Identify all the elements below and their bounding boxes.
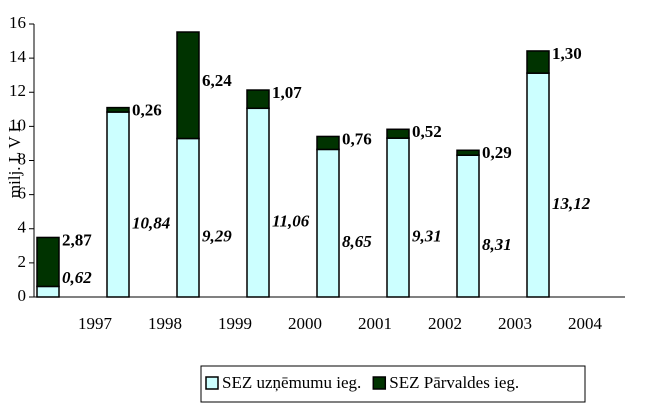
data-label vl: 6,24 [202,71,232,90]
bar-segment [176,137,200,298]
data-label vl: 0,26 [132,101,162,120]
bar-segment [106,106,130,113]
x-tick-label: 2002 [428,314,462,333]
y-tick-label: 10 [9,115,26,134]
bar-segment [456,154,480,298]
bar-segment [36,285,60,298]
data-label vl v1: 9,29 [202,227,232,246]
y-tick-label: 0 [18,286,27,305]
bar-segment [316,148,340,298]
data-label vl: 1,30 [552,44,582,63]
bar-segment [526,50,550,74]
y-tick-label: 6 [18,184,27,203]
legend-label: SEZ uzņēmumu ieg. [222,373,361,392]
y-axis-label: milj. L V L [5,122,24,198]
bar-segment [526,72,550,298]
data-label vl v1: 10,84 [132,213,170,232]
bar-segment [176,31,200,140]
bar-segment [36,236,60,288]
x-tick-label: 2001 [358,314,392,333]
data-label vl v1: 0,62 [62,268,92,287]
y-tick-label: 12 [9,81,26,100]
bar-segment [316,135,340,151]
y-tick-label: 8 [18,149,27,168]
bar-segment [386,137,410,298]
x-tick-label: 2004 [568,314,603,333]
bar-segment [106,111,130,298]
data-label vl v1: 8,31 [482,235,512,254]
data-label vl: 0,76 [342,129,372,148]
x-tick-label: 1997 [78,314,113,333]
data-label vl: 0,29 [482,143,512,162]
data-label vl v1: 8,65 [342,232,372,251]
data-label vl: 2,87 [62,230,92,249]
bar-segment [246,107,270,298]
y-tick-label: 2 [18,252,27,271]
data-label vl v1: 9,31 [412,226,442,245]
y-tick-label: 4 [18,218,27,237]
legend-label: SEZ Pārvaldes ieg. [389,373,519,392]
bar-segment [246,89,270,110]
bar-segment [456,149,480,156]
x-tick-label: 2000 [288,314,322,333]
x-tick-label: 2003 [498,314,532,333]
x-tick-label: 1998 [148,314,182,333]
bar-segment [386,128,410,139]
data-label vl: 1,07 [272,83,302,102]
data-label vl: 0,52 [412,122,442,141]
legend-box [200,365,586,403]
legend-swatch [205,376,219,390]
x-tick-label: 1999 [218,314,252,333]
y-tick-label: 14 [9,47,27,66]
legend-swatch [372,376,387,390]
y-tick-label: 16 [9,13,26,32]
data-label vl v1: 13,12 [552,194,591,213]
data-label vl v1: 11,06 [272,212,310,231]
